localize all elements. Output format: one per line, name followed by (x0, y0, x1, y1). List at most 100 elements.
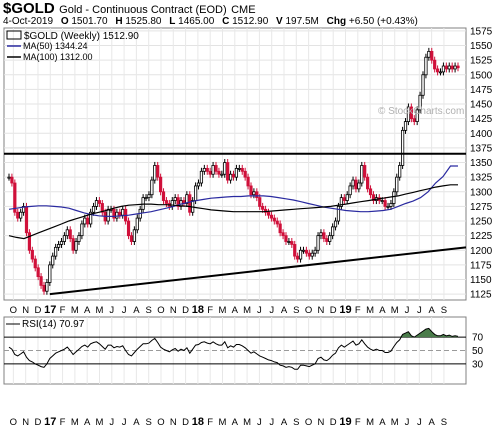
x-tick-label: D (35, 305, 42, 316)
rsi-x-tick-label: S (441, 417, 447, 428)
price-bar-body (42, 284, 46, 292)
x-tick-label: F (207, 305, 213, 316)
rsi-x-tick-label: J (405, 417, 410, 428)
price-bar-body (444, 65, 448, 70)
price-bar-body (409, 106, 413, 120)
low-value: 1465.00 (178, 16, 215, 27)
x-tick-label: J (257, 305, 262, 316)
rsi-x-tick-label: M (71, 417, 79, 428)
price-bar-body (252, 191, 256, 196)
price-bar-body (13, 182, 17, 213)
y-tick-label: 1125 (470, 290, 492, 301)
rsi-x-tick-label: D (35, 417, 42, 428)
price-bar-body (403, 121, 408, 131)
rsi-x-tick-label: J (122, 417, 127, 428)
x-tick-label: J (405, 305, 410, 316)
rsi-x-tick-label: 19 (339, 416, 351, 428)
y-tick-label: 1250 (470, 217, 493, 228)
change-label: Chg (326, 16, 347, 27)
x-tick-label: M (219, 305, 227, 316)
price-bar-body (447, 65, 451, 70)
price-bar-body (188, 194, 192, 213)
price-bar-body (62, 235, 66, 242)
rsi-x-tick-label: M (391, 417, 399, 428)
price-bar-body (418, 94, 422, 111)
price-bar-body (345, 194, 349, 201)
price-bar-body (322, 232, 326, 239)
price-bar-body (54, 246, 58, 257)
rsi-x-tick-label: A (379, 417, 386, 428)
price-bar-body (237, 167, 241, 170)
price-bar-body (223, 162, 227, 175)
x-tick-label: 17 (44, 304, 56, 316)
x-tick-label: S (293, 305, 299, 316)
price-bar-body (94, 200, 99, 207)
rsi-x-tick-label: A (232, 417, 239, 428)
price-bar-body (161, 191, 166, 201)
price-bar-body (80, 223, 84, 237)
series-layer (4, 47, 467, 370)
price-bar-body (363, 165, 367, 178)
x-tick-label: F (60, 305, 66, 316)
price-bar-body (266, 211, 271, 216)
x-tick-label: A (281, 305, 288, 316)
price-bar-body (406, 106, 411, 122)
x-tick-label: 19 (339, 304, 351, 316)
price-bar-body (386, 206, 390, 208)
price-bar-body (68, 229, 72, 239)
price-bar-body (269, 214, 274, 219)
price-bar-body (30, 249, 34, 260)
price-bar-body (310, 252, 314, 257)
price-bar-body (301, 249, 306, 252)
price-bar-body (118, 211, 122, 216)
price-bar-body (401, 129, 405, 166)
y-tick-label: 1425 (470, 114, 493, 125)
price-bar-body (65, 229, 69, 237)
close-value: 1512.90 (232, 16, 269, 27)
price-bar-body (421, 74, 425, 96)
price-bar-body (354, 179, 358, 190)
price-bar-body (360, 165, 364, 184)
x-tick-label: J (417, 305, 422, 316)
price-bar-body (226, 162, 230, 181)
price-bar-body (97, 200, 101, 204)
price-bar-body (351, 179, 355, 187)
x-tick-label: M (243, 305, 251, 316)
price-bar-body (261, 206, 265, 210)
y-tick-label: 1175 (470, 260, 492, 271)
price-bar-body (234, 167, 239, 178)
rsi-tick-label: 70 (472, 333, 484, 344)
y-tick-label: 1375 (470, 143, 493, 154)
price-bar-body (231, 173, 236, 178)
price-bar-body (287, 241, 291, 243)
grid (3, 27, 467, 385)
rsi-x-tick-label: D (182, 417, 189, 428)
price-bar-body (348, 185, 352, 196)
y-tick-label: 1525 (470, 56, 493, 67)
rsi-x-tick-label: A (428, 417, 435, 428)
rsi-label: RSI(14) 70.97 (22, 319, 85, 330)
x-tick-label: M (366, 305, 374, 316)
price-bar-body (10, 176, 14, 184)
high-value: 1525.80 (125, 16, 162, 27)
price-bar-body (430, 50, 434, 61)
rsi-x-tick-label: M (219, 417, 227, 428)
price-bar-body (371, 194, 376, 201)
price-bar-body (263, 208, 268, 213)
price-bar-body (74, 241, 78, 251)
rsi-x-tick-label: M (366, 417, 374, 428)
price-bar-body (427, 50, 431, 58)
rsi-line (8, 327, 459, 370)
price-bar-body (258, 197, 262, 207)
price-bar-body (293, 244, 297, 257)
rsi-x-tick-label: J (257, 417, 262, 428)
rsi-x-tick-label: 18 (192, 416, 204, 428)
price-bar-body (173, 197, 177, 201)
rsi-x-tick-label: F (60, 417, 66, 428)
quote-line: 4-Oct-2019 O 1501.70 H 1525.80 L 1465.00… (3, 16, 418, 27)
price-bar-body (392, 191, 396, 204)
price-bar-body (313, 249, 317, 254)
price-bar-body (433, 59, 437, 70)
price-bar-body (255, 191, 259, 199)
y-tick-label: 1400 (470, 129, 493, 140)
